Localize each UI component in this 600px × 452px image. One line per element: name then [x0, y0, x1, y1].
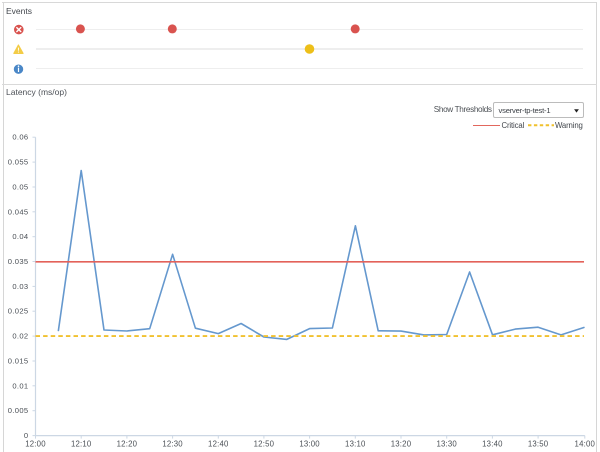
svg-text:12:00: 12:00 — [25, 440, 46, 449]
svg-text:0.01: 0.01 — [12, 381, 28, 390]
svg-text:13:00: 13:00 — [299, 440, 320, 449]
svg-text:0.005: 0.005 — [8, 406, 29, 415]
svg-text:0.03: 0.03 — [12, 282, 28, 291]
svg-text:12:30: 12:30 — [162, 440, 183, 449]
svg-text:0.035: 0.035 — [8, 257, 29, 266]
svg-text:12:40: 12:40 — [208, 440, 229, 449]
svg-text:0.05: 0.05 — [12, 183, 28, 192]
svg-text:13:30: 13:30 — [436, 440, 457, 449]
svg-text:0.045: 0.045 — [8, 207, 29, 216]
svg-text:13:40: 13:40 — [482, 440, 503, 449]
svg-text:0.055: 0.055 — [8, 158, 29, 167]
svg-text:14:00: 14:00 — [575, 440, 596, 449]
svg-text:13:20: 13:20 — [391, 440, 412, 449]
svg-text:0: 0 — [24, 431, 29, 440]
svg-text:12:10: 12:10 — [71, 440, 92, 449]
svg-text:12:20: 12:20 — [117, 440, 138, 449]
svg-text:13:50: 13:50 — [528, 440, 549, 449]
svg-text:0.04: 0.04 — [12, 232, 28, 241]
svg-text:0.06: 0.06 — [12, 133, 28, 142]
svg-text:12:50: 12:50 — [254, 440, 275, 449]
svg-text:0.015: 0.015 — [8, 357, 29, 366]
svg-text:13:10: 13:10 — [345, 440, 366, 449]
svg-text:0.025: 0.025 — [8, 307, 29, 316]
svg-text:0.02: 0.02 — [12, 332, 28, 341]
